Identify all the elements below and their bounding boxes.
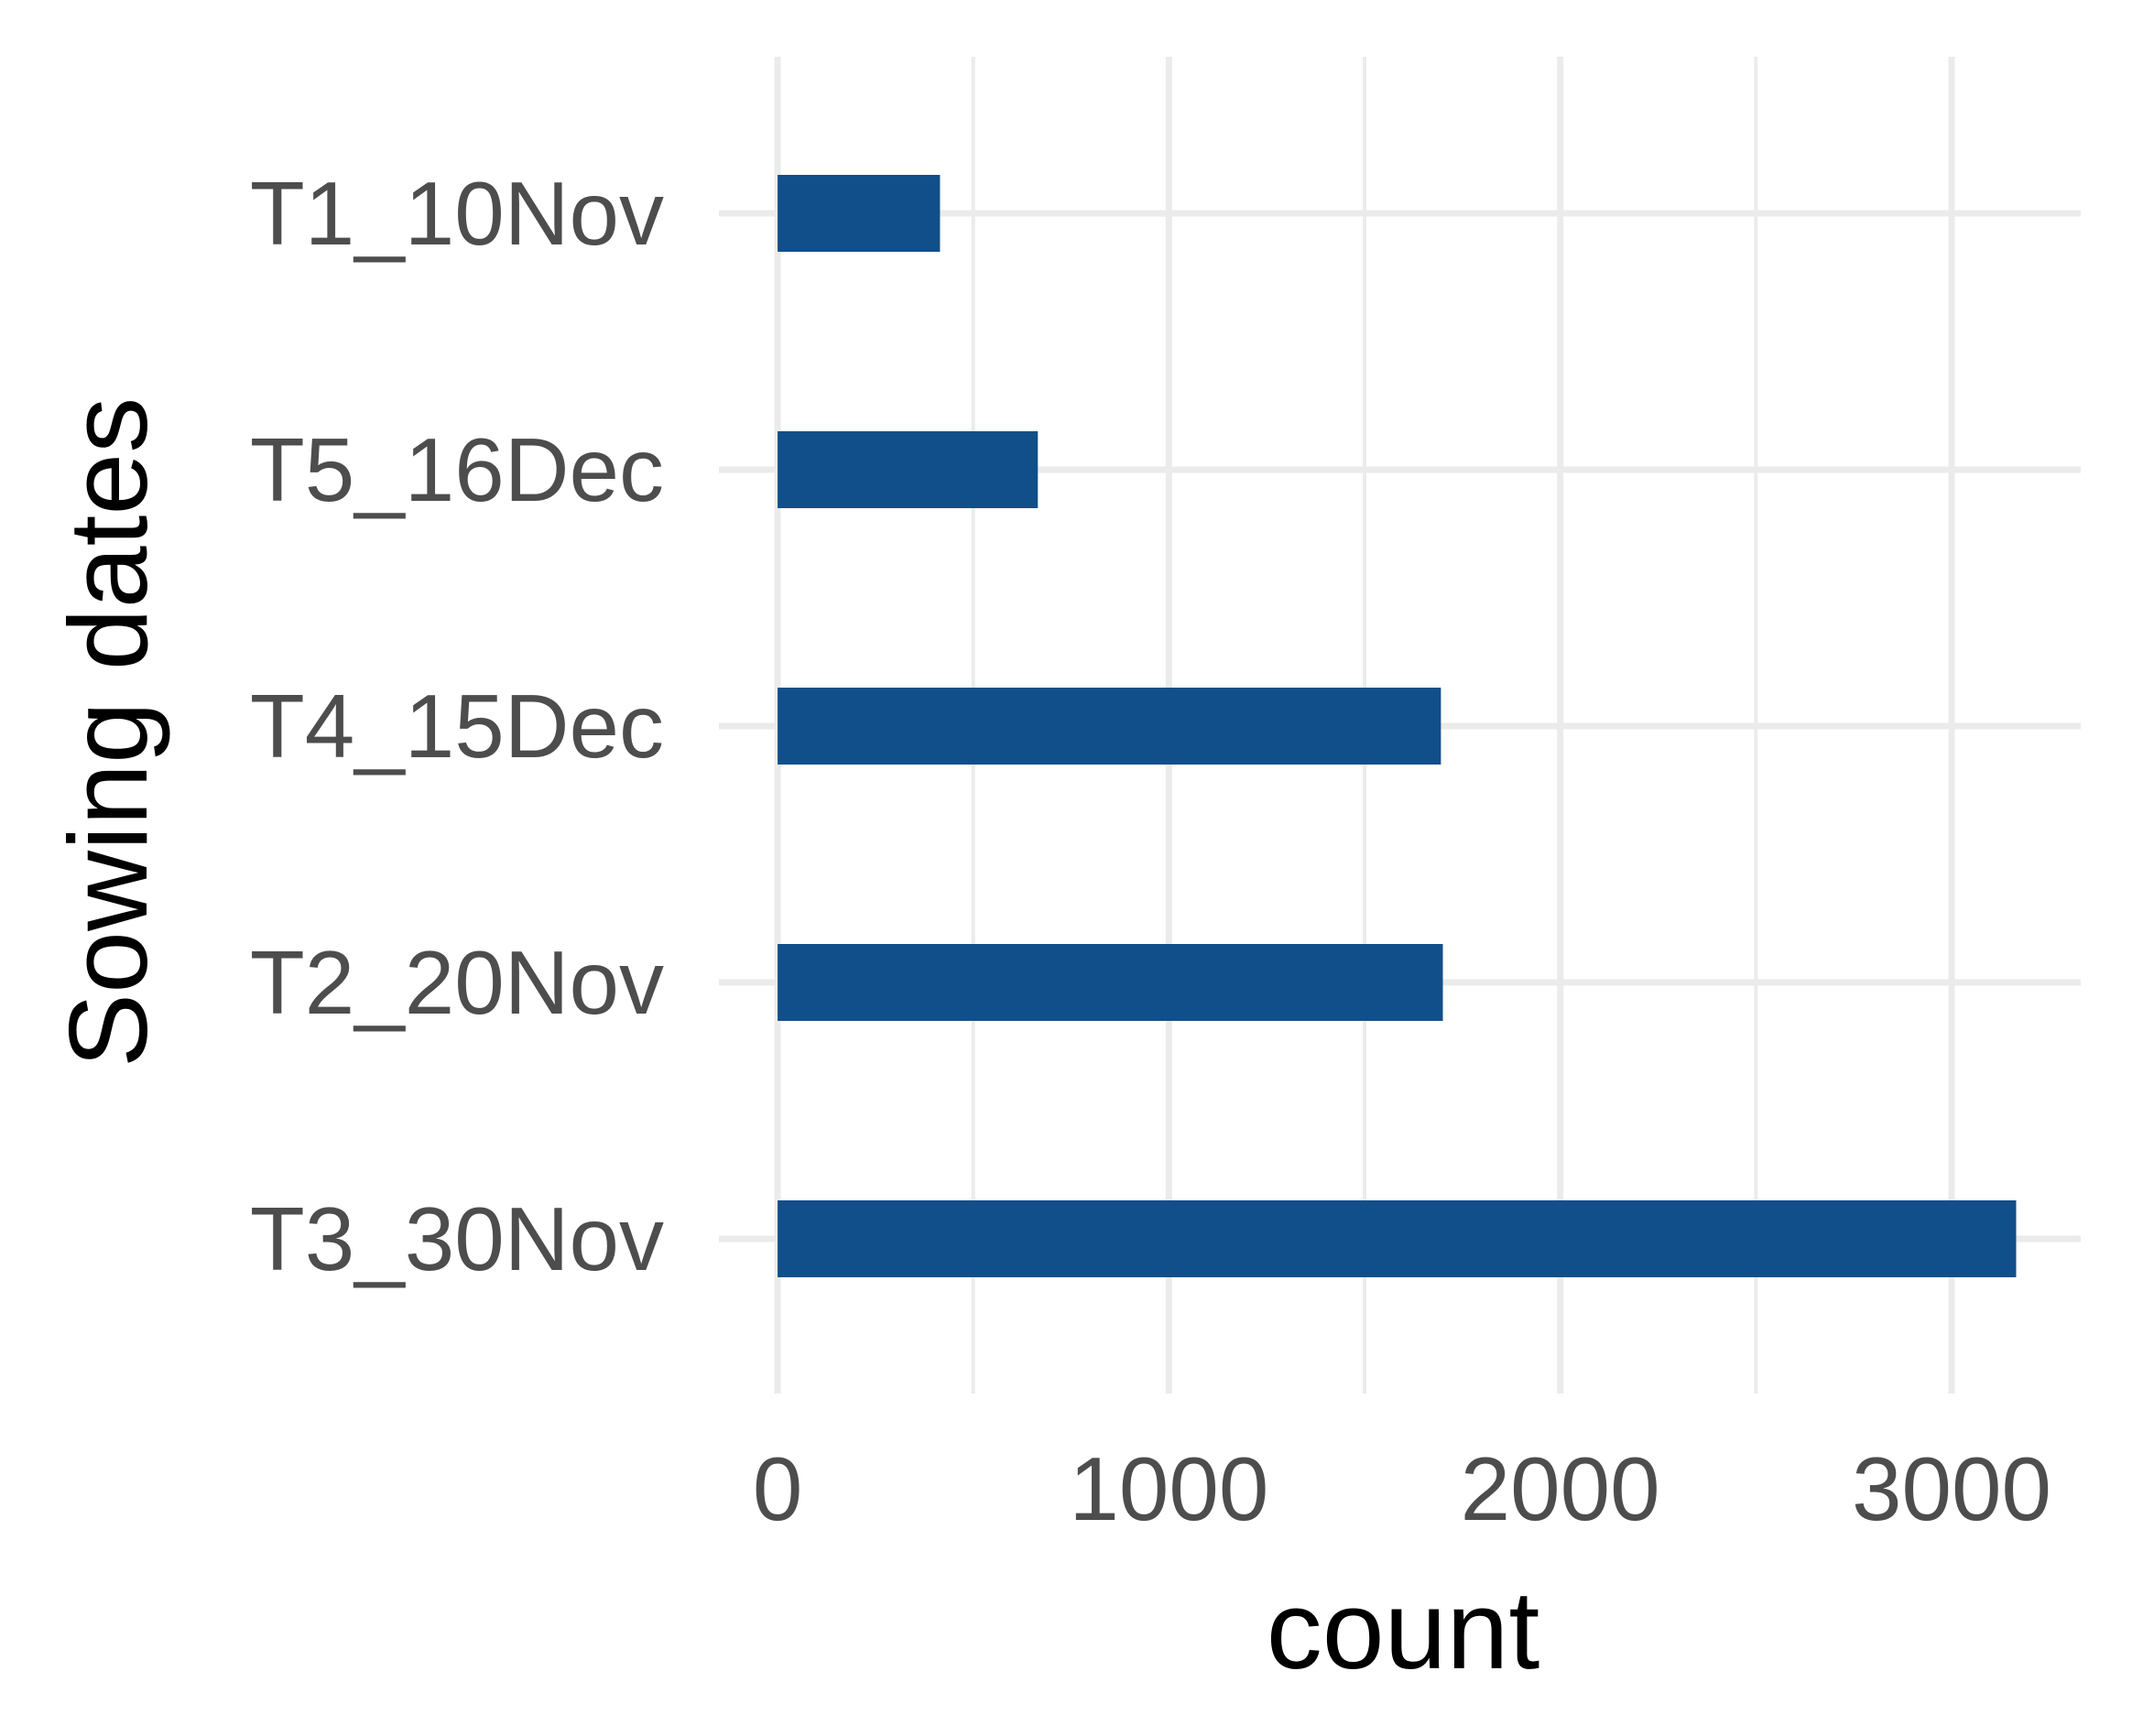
y-tick-label: T5_16Dec: [250, 419, 664, 520]
x-tick-labels: 0 1000 2000 3000: [753, 1438, 2051, 1539]
y-tick-label: T1_10Nov: [250, 163, 664, 264]
y-tick-labels: T1_10Nov T5_16Dec T4_15Dec T2_20Nov T3_30Nov: [250, 163, 664, 1289]
y-tick-label: T4_15Dec: [250, 676, 664, 776]
x-axis-title: count: [1267, 1568, 1539, 1692]
bars: [778, 175, 2017, 1277]
x-tick-label: 0: [753, 1438, 803, 1539]
y-tick-label: T2_20Nov: [250, 932, 664, 1033]
bar-T2_20Nov: [778, 944, 1443, 1021]
y-axis-title: Sowing dates: [46, 397, 170, 1068]
bar-T5_16Dec: [778, 431, 1039, 508]
y-tick-label: T3_30Nov: [250, 1188, 664, 1289]
bar-T3_30Nov: [778, 1200, 2017, 1277]
x-tick-label: 1000: [1069, 1438, 1268, 1539]
bar-T1_10Nov: [778, 175, 941, 252]
x-tick-label: 3000: [1852, 1438, 2051, 1539]
x-tick-label: 2000: [1461, 1438, 1660, 1539]
bar-T4_15Dec: [778, 688, 1441, 765]
